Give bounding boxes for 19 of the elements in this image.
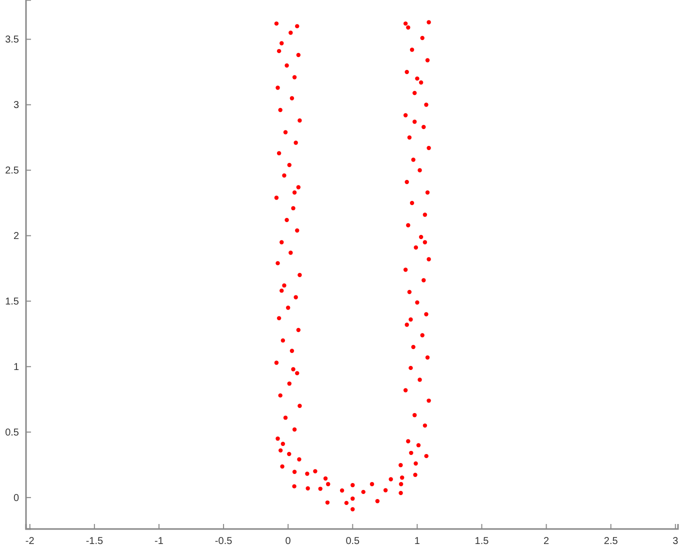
y-tick-label: 0 — [13, 492, 20, 504]
x-tick-label: -1.5 — [86, 536, 104, 547]
y-tick-label: 0.5 — [5, 427, 20, 438]
y-tick-label: 1.5 — [5, 296, 20, 308]
y-tick-label: 3.5 — [5, 34, 20, 46]
x-tick-label: -2 — [25, 536, 35, 547]
x-tick-label: 1 — [414, 536, 420, 547]
x-tick-label: -1 — [154, 536, 164, 547]
x-tick-label: 0 — [285, 536, 292, 547]
x-tick-label: 0.5 — [346, 536, 360, 547]
y-tick-label: 2.5 — [5, 165, 20, 176]
x-tick-label: 2 — [544, 536, 550, 547]
x-tick-label: 2.5 — [604, 536, 618, 547]
x-tick-label: 1.5 — [474, 536, 490, 547]
x-tick-label: 3 — [672, 536, 679, 547]
x-tick-label: -0.5 — [214, 536, 233, 547]
y-tick-label: 3 — [13, 100, 20, 111]
y-tick-label: 1 — [13, 362, 20, 373]
y-tick-label: 2 — [13, 230, 20, 242]
